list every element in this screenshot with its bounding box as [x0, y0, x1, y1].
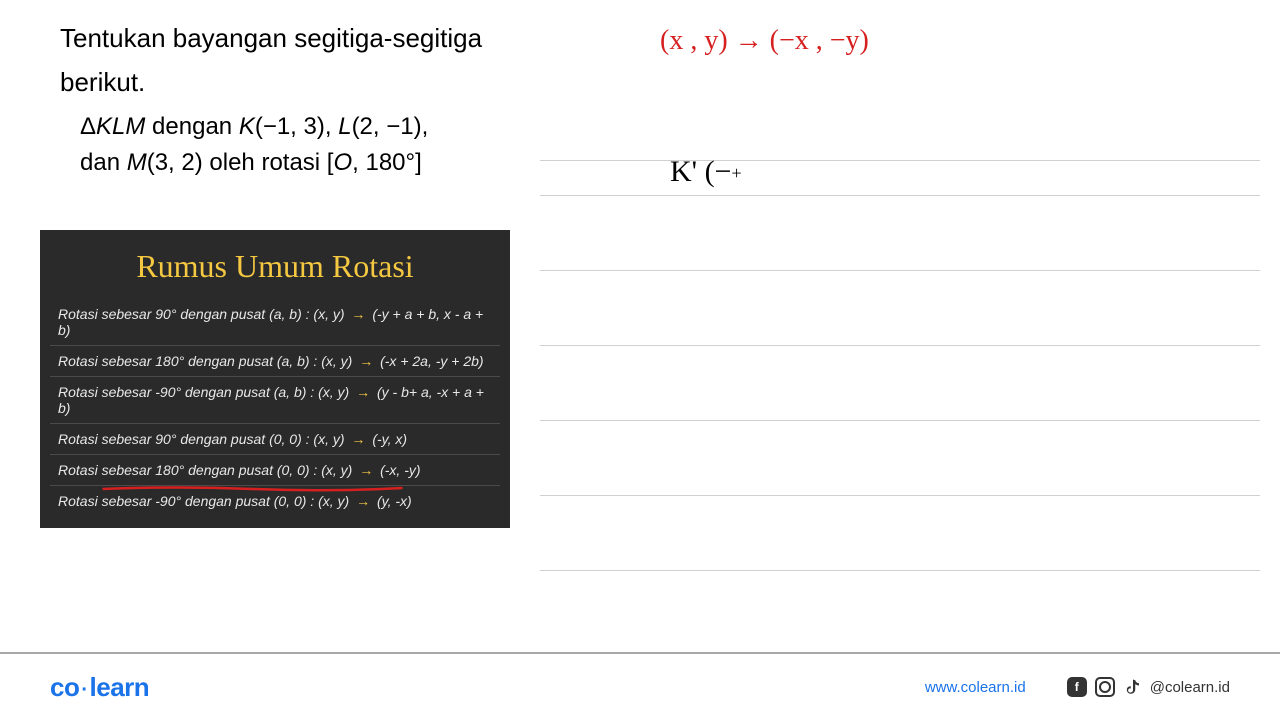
- social-handle: @colearn.id: [1150, 679, 1230, 696]
- formula-card-title: Rumus Umum Rotasi: [50, 248, 500, 285]
- footer-right: www.colearn.id f @colearn.id: [925, 676, 1230, 698]
- handwritten-rotation-formula: (x , y) → (−x , −y): [660, 25, 869, 57]
- question-line2: berikut.: [60, 64, 1220, 100]
- website-url: www.colearn.id: [925, 679, 1026, 696]
- red-underline: [100, 480, 405, 483]
- arrow-icon: →: [348, 431, 370, 447]
- rotation-formula-card: Rumus Umum Rotasi Rotasi sebesar 90° den…: [40, 230, 510, 528]
- ruled-line: [540, 570, 1260, 571]
- formula-row: Rotasi sebesar 180° dengan pusat (a, b) …: [50, 346, 500, 377]
- ruled-line: [540, 345, 1260, 346]
- ruled-line: [540, 270, 1260, 271]
- arrow-icon: →: [348, 306, 370, 322]
- ruled-line: [540, 420, 1260, 421]
- text-cursor-icon: +: [731, 163, 741, 183]
- formula-row: Rotasi sebesar -90° dengan pusat (0, 0) …: [50, 486, 500, 516]
- formula-row: Rotasi sebesar 90° dengan pusat (0, 0) :…: [50, 424, 500, 455]
- facebook-icon: f: [1066, 676, 1088, 698]
- arrow-icon: →: [355, 462, 377, 478]
- question-line1: Tentukan bayangan segitiga-segitiga: [60, 20, 1220, 56]
- ruled-line: [540, 195, 1260, 196]
- colearn-logo: co·learn: [50, 672, 149, 703]
- ruled-line: [540, 495, 1260, 496]
- handwritten-k-prime: K' (−+: [670, 155, 742, 189]
- footer: co·learn www.colearn.id f @colearn.id: [0, 652, 1280, 720]
- arrow-icon: →: [352, 384, 374, 400]
- formula-row: Rotasi sebesar -90° dengan pusat (a, b) …: [50, 377, 500, 424]
- tiktok-icon: [1122, 676, 1144, 698]
- ruled-paper-lines: [540, 140, 1260, 610]
- formula-row: Rotasi sebesar 180° dengan pusat (0, 0) …: [50, 455, 500, 486]
- arrow-icon: →: [352, 493, 374, 509]
- arrow-icon: →: [355, 353, 377, 369]
- social-links: f @colearn.id: [1066, 676, 1230, 698]
- ruled-line: [540, 160, 1260, 161]
- formula-row: Rotasi sebesar 90° dengan pusat (a, b) :…: [50, 299, 500, 346]
- instagram-icon: [1094, 676, 1116, 698]
